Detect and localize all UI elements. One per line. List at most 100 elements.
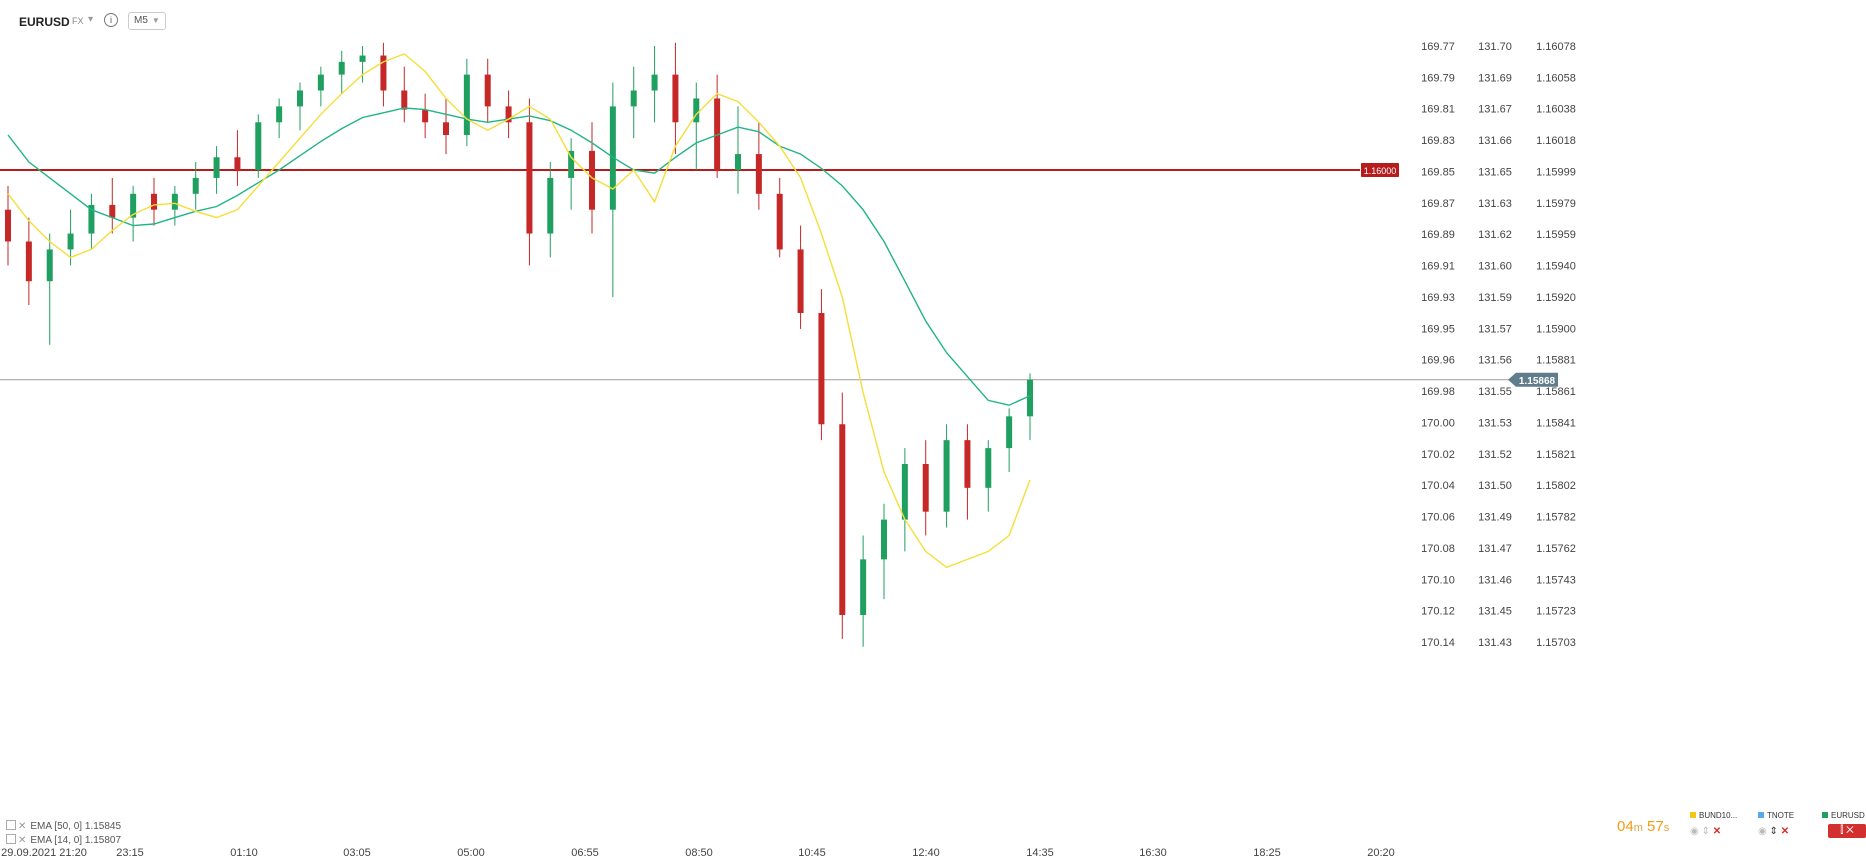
- x-tick-label: 05:00: [457, 847, 485, 859]
- y-tick-label-tnote: 131.63: [1478, 198, 1512, 210]
- eye-icon[interactable]: ◉: [1758, 826, 1767, 837]
- candle-body: [484, 74, 491, 107]
- info-icon[interactable]: i: [104, 13, 118, 27]
- indicator-ema50[interactable]: ✕ EMA [50, 0] 1.15845: [6, 820, 121, 832]
- candle-body: [881, 519, 887, 560]
- y-tick-label-eurusd: 1.15782: [1536, 512, 1576, 524]
- instrument-eurusd[interactable]: EURUSD: [1822, 811, 1865, 820]
- candle-body: [839, 424, 846, 615]
- eurusd-controls[interactable]: ⫿ ✕: [1828, 824, 1866, 838]
- eye-icon[interactable]: ◉: [1690, 826, 1699, 837]
- candle-body: [255, 122, 262, 170]
- y-tick-label-bund10: 170.02: [1421, 449, 1455, 461]
- candle-body: [151, 193, 157, 210]
- y-tick-label-bund10: 169.77: [1421, 41, 1455, 53]
- current-price-label: 1.15868: [1519, 376, 1556, 387]
- y-tick-label-tnote: 131.69: [1478, 72, 1512, 84]
- remove-icon[interactable]: ✕: [18, 835, 27, 846]
- candle-body: [401, 90, 408, 110]
- y-tick-label-tnote: 131.47: [1478, 543, 1512, 555]
- instrument-name: EURUSD: [1831, 811, 1865, 820]
- y-tick-label-tnote: 131.53: [1478, 417, 1512, 429]
- y-tick-label-eurusd: 1.15703: [1536, 637, 1576, 649]
- settings-icon[interactable]: [6, 834, 16, 844]
- y-tick-label-tnote: 131.59: [1478, 292, 1512, 304]
- candle-body: [213, 157, 220, 178]
- y-tick-label-tnote: 131.52: [1478, 449, 1512, 461]
- y-tick-label-eurusd: 1.16018: [1536, 135, 1576, 147]
- timer-minutes: 04: [1617, 818, 1634, 835]
- horizontal-level-badge: [1361, 162, 1399, 177]
- candle-body: [443, 122, 449, 136]
- timeframe-select[interactable]: M5 ▼: [128, 12, 166, 30]
- y-tick-label-bund10: 170.06: [1421, 512, 1455, 524]
- timeframe-value: M5: [134, 15, 148, 26]
- y-tick-label-tnote: 131.56: [1478, 355, 1512, 367]
- candle-body: [797, 249, 804, 314]
- candle-body: [922, 463, 929, 512]
- candle-body: [380, 55, 387, 91]
- x-tick-label: 01:10: [230, 847, 258, 859]
- y-tick-label-tnote: 131.60: [1478, 261, 1512, 273]
- y-tick-label-eurusd: 1.15979: [1536, 198, 1576, 210]
- y-tick-label-eurusd: 1.15841: [1536, 417, 1576, 429]
- timer-s-unit: s: [1663, 822, 1670, 834]
- candle-body: [755, 154, 762, 194]
- y-tick-label-eurusd: 1.15821: [1536, 449, 1576, 461]
- horizontal-level-label: 1.16000: [1364, 166, 1397, 176]
- y-tick-label-eurusd: 1.15920: [1536, 292, 1576, 304]
- y-tick-label-eurusd: 1.15900: [1536, 323, 1576, 335]
- candle-body: [171, 193, 178, 210]
- chevron-down-icon: ▼: [151, 16, 160, 25]
- close-icon[interactable]: ✕: [1712, 826, 1722, 837]
- y-tick-label-eurusd: 1.16038: [1536, 104, 1576, 116]
- candle-body: [5, 209, 11, 242]
- candle-body: [46, 249, 53, 282]
- indicator-ema50-label: EMA [50, 0] 1.15845: [30, 821, 122, 832]
- candle-body: [130, 193, 137, 218]
- color-swatch: [1822, 812, 1828, 818]
- y-tick-label-eurusd: 1.15723: [1536, 606, 1576, 618]
- candle-body: [25, 241, 32, 282]
- y-tick-label-bund10: 169.89: [1421, 229, 1455, 241]
- chart-header: EURUSD FX ▾ i M5 ▼: [0, 0, 1400, 36]
- y-tick-label-bund10: 169.87: [1421, 198, 1455, 210]
- candle-body: [317, 74, 324, 91]
- candle-body: [526, 122, 533, 234]
- y-tick-label-tnote: 131.62: [1478, 229, 1512, 241]
- candle-body: [568, 150, 575, 178]
- ema14-line: [7, 53, 1031, 569]
- close-icon[interactable]: ✕: [1846, 825, 1854, 836]
- y-tick-label-tnote: 131.43: [1478, 637, 1512, 649]
- sort-icon[interactable]: ⇕: [1701, 826, 1710, 837]
- indicator-ema14[interactable]: ✕ EMA [14, 0] 1.15807: [6, 834, 121, 846]
- instrument-name: BUND10...: [1699, 811, 1738, 820]
- y-tick-label-bund10: 169.95: [1421, 323, 1455, 335]
- candle-icon[interactable]: ⫿: [1840, 825, 1844, 836]
- candle-body: [192, 177, 199, 194]
- indicator-ema14-label: EMA [14, 0] 1.15807: [30, 835, 122, 846]
- sort-icon[interactable]: ⇕: [1769, 826, 1778, 837]
- settings-icon[interactable]: [6, 820, 16, 830]
- instrument-tnote[interactable]: TNOTE: [1758, 811, 1794, 820]
- timer-seconds: 57: [1647, 818, 1664, 835]
- y-tick-label-tnote: 131.45: [1478, 606, 1512, 618]
- close-icon[interactable]: ✕: [1780, 826, 1790, 837]
- symbol-label[interactable]: EURUSD: [19, 15, 70, 29]
- remove-icon[interactable]: ✕: [18, 821, 27, 832]
- candle-body: [359, 55, 366, 62]
- candle-body: [234, 157, 241, 170]
- y-tick-label-tnote: 131.49: [1478, 512, 1512, 524]
- color-swatch: [1758, 812, 1764, 818]
- symbol-dropdown-icon[interactable]: ▾: [88, 14, 94, 25]
- candle-body: [776, 193, 783, 250]
- tnote-controls: ◉ ⇕ ✕: [1758, 826, 1789, 837]
- y-tick-label-bund10: 169.96: [1421, 355, 1455, 367]
- y-tick-label-tnote: 131.46: [1478, 574, 1512, 586]
- instrument-bund[interactable]: BUND10...: [1690, 811, 1737, 820]
- candle-body: [505, 106, 512, 123]
- x-tick-label: 23:15: [116, 847, 144, 859]
- candle-body: [964, 440, 971, 488]
- candle-body: [88, 204, 95, 234]
